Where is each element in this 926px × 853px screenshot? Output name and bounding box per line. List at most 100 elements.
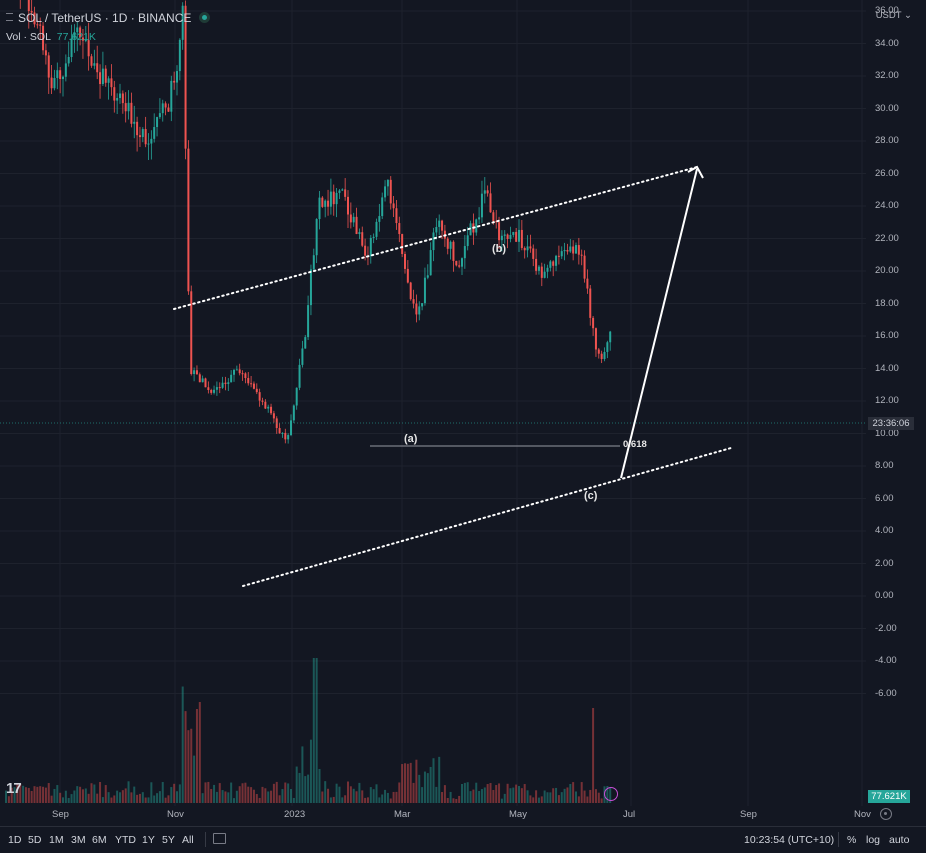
- candle-body: [503, 234, 506, 236]
- volume-bar: [563, 788, 566, 803]
- drawings: [0, 165, 866, 587]
- volume-bar: [560, 792, 563, 803]
- percent-toggle[interactable]: %: [847, 834, 857, 846]
- volume-bar: [87, 793, 90, 803]
- candle-body: [255, 388, 258, 393]
- volume-bar: [272, 783, 275, 803]
- price-tick-label: 4.00: [875, 525, 894, 536]
- candle-body: [110, 78, 113, 88]
- tradingview-logo-icon[interactable]: 17: [6, 780, 22, 797]
- candle-body: [193, 370, 196, 375]
- time-tick-label: Sep: [52, 809, 69, 820]
- time-axis[interactable]: Sep Nov 2023 Mar May Jul Sep Nov: [0, 806, 871, 826]
- volume-bar: [446, 798, 449, 803]
- price-tick-label: 8.00: [875, 460, 894, 471]
- volume-bar: [252, 789, 255, 803]
- volume-legend[interactable]: Vol · SOL 77.621K: [6, 31, 96, 43]
- timeframe-3m[interactable]: 3M: [71, 834, 86, 846]
- candle-body: [30, 10, 33, 13]
- candle-body: [543, 271, 546, 278]
- chevron-down-icon: ⌄: [904, 10, 912, 21]
- time-tick-label: Jul: [623, 809, 636, 820]
- candle-body: [190, 291, 193, 375]
- candle-body: [101, 68, 104, 85]
- candle-body: [529, 246, 532, 249]
- candle-body: [492, 212, 495, 222]
- candle-body: [312, 255, 315, 270]
- volume-bar: [44, 787, 47, 803]
- volume-bar: [156, 793, 159, 803]
- volume-bar: [79, 786, 82, 803]
- candle-body: [113, 87, 116, 101]
- menu-icon[interactable]: [6, 13, 13, 21]
- timeframe-ytd[interactable]: YTD: [115, 834, 136, 846]
- price-chart[interactable]: [0, 0, 866, 806]
- volume-bar: [178, 784, 181, 803]
- candle-body: [557, 255, 560, 257]
- candle-body: [406, 268, 409, 283]
- volume-bar: [76, 786, 79, 803]
- candle-body: [133, 121, 136, 124]
- time-tick-label: Nov: [854, 809, 871, 820]
- symbol-legend[interactable]: SOL / TetherUS · 1D · BINANCE: [6, 11, 211, 25]
- candle-body: [423, 277, 426, 304]
- timeframe-all[interactable]: All: [182, 834, 194, 846]
- auto-toggle[interactable]: auto: [889, 834, 910, 846]
- volume-bar: [141, 792, 144, 803]
- volume-bar: [421, 787, 424, 803]
- timeframe-5d[interactable]: 5D: [28, 834, 42, 846]
- time-tick-label: Mar: [394, 809, 411, 820]
- volume-bar: [104, 785, 107, 803]
- candle-body: [81, 37, 84, 41]
- candle-body: [395, 208, 398, 224]
- volume-bar: [389, 798, 392, 803]
- candle-body: [603, 351, 606, 360]
- volume-bar: [150, 782, 153, 803]
- candle-body: [506, 234, 509, 239]
- volume-bar: [312, 658, 315, 803]
- candle-body: [50, 77, 53, 89]
- timeframe-6m[interactable]: 6M: [92, 834, 107, 846]
- volume-bar: [557, 795, 560, 803]
- candle-body: [324, 200, 327, 207]
- timeframe-1y[interactable]: 1Y: [142, 834, 155, 846]
- volume-bar: [600, 798, 603, 803]
- candle-body: [315, 219, 318, 256]
- volume-bar: [438, 756, 441, 803]
- candle-body: [147, 143, 150, 145]
- volume-bar: [369, 787, 372, 803]
- log-toggle[interactable]: log: [866, 834, 881, 846]
- settings-icon[interactable]: [880, 808, 892, 820]
- candle-body: [267, 406, 270, 409]
- currency-selector[interactable]: USDT ⌄: [876, 10, 912, 21]
- volume-bar: [423, 771, 426, 803]
- volume-bar: [315, 658, 318, 803]
- price-tick-label: 16.00: [875, 330, 899, 341]
- volume-bar: [452, 798, 455, 803]
- candle-body: [244, 373, 247, 379]
- price-axis[interactable]: USDT ⌄ 40.0038.0036.0034.0032.0030.0028.…: [866, 0, 926, 806]
- candle-body: [321, 197, 324, 207]
- candle-body: [99, 72, 102, 85]
- candle-body: [592, 317, 595, 329]
- volume-bar: [577, 796, 580, 803]
- candle-body: [207, 387, 210, 391]
- candle-body: [204, 378, 207, 388]
- timeframe-1m[interactable]: 1M: [49, 834, 64, 846]
- compare-icon[interactable]: [213, 833, 226, 844]
- volume-bar: [99, 781, 102, 803]
- volume-bar: [290, 789, 292, 803]
- volume-bar: [24, 787, 27, 803]
- flash-icon[interactable]: [604, 787, 618, 801]
- candle-body: [463, 246, 466, 259]
- volume-bar: [575, 791, 577, 803]
- volume-bar: [492, 789, 495, 803]
- timeframe-1d[interactable]: 1D: [8, 834, 22, 846]
- timeframe-5y[interactable]: 5Y: [162, 834, 175, 846]
- volume-bar: [429, 766, 432, 803]
- currency-label: USDT: [875, 10, 902, 21]
- volume-bar: [101, 797, 104, 803]
- chart-pane[interactable]: SOL / TetherUS · 1D · BINANCE Vol · SOL …: [0, 0, 866, 806]
- candle-body: [261, 400, 264, 402]
